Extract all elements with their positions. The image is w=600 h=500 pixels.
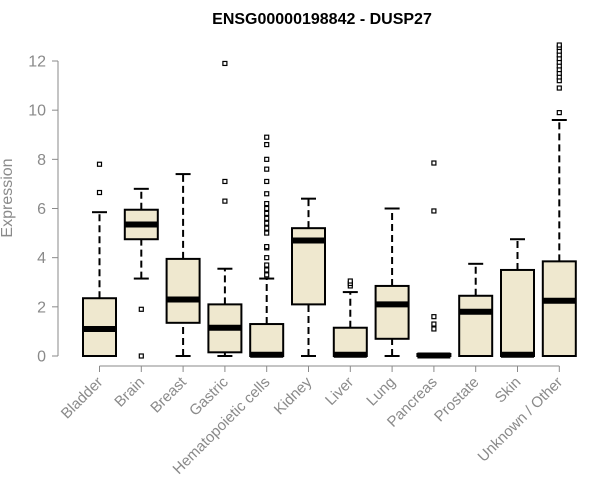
outlier-point [264, 244, 270, 250]
box-iqr [500, 268, 535, 358]
x-tick-label: Bladder [58, 374, 107, 423]
box-skin [500, 238, 535, 358]
y-tick-label: 10 [28, 103, 46, 120]
outlier-point [222, 198, 228, 204]
outlier-point [96, 161, 103, 167]
outlier-point [431, 160, 437, 166]
outlier-point [222, 178, 228, 185]
box-iqr [165, 257, 201, 324]
outlier-point [264, 156, 270, 162]
outlier-point [138, 306, 144, 312]
box-iqr [332, 326, 368, 357]
box-prostate [458, 262, 494, 358]
x-tick-label: Liver [322, 374, 357, 409]
outlier-point [264, 230, 270, 236]
box-iqr [374, 284, 410, 340]
outlier-point [264, 220, 270, 226]
outlier-point [264, 255, 270, 261]
y-tick-label: 8 [37, 152, 46, 169]
x-tick-label: Lung [363, 374, 399, 410]
y-tick-label: 6 [37, 201, 46, 218]
x-tick-label: Breast [147, 373, 190, 416]
y-tick-label: 12 [28, 54, 46, 71]
x-tick-label: Brain [111, 374, 148, 411]
outlier-point [556, 42, 562, 48]
outlier-point [264, 272, 270, 278]
outlier-point [431, 326, 437, 332]
box-kidney [291, 197, 326, 357]
y-tick-label: 4 [37, 250, 46, 267]
outlier-point [264, 178, 270, 185]
box-breast [165, 173, 201, 357]
outlier-point [264, 205, 270, 212]
outlier-point [264, 210, 270, 217]
box-iqr [541, 260, 577, 357]
x-tick-label: Kidney [271, 373, 316, 418]
outlier-point [264, 215, 270, 221]
outlier-point [556, 110, 562, 116]
outlier-point [264, 267, 270, 273]
box-gastric [207, 60, 243, 357]
outlier-point [264, 200, 270, 207]
y-axis-label: Expression [0, 158, 16, 237]
outlier-point [431, 314, 437, 320]
outlier-point [264, 141, 270, 148]
box-bladder [82, 161, 117, 357]
outlier-point [264, 166, 270, 172]
box-iqr [458, 294, 494, 358]
outlier-point [431, 208, 437, 214]
outlier-point [96, 189, 103, 196]
y-axis: 0 2 4 6 8 10 12 [28, 54, 59, 366]
box-pancreas [416, 160, 452, 359]
box-unknown-other [541, 42, 577, 357]
outlier-point [264, 134, 270, 140]
x-tick-label: Skin [492, 374, 525, 407]
box-hematopoietic-cells [249, 134, 285, 358]
outlier-point [138, 353, 144, 359]
outlier-point [264, 225, 270, 231]
outlier-point [431, 321, 437, 327]
outlier-point [222, 60, 228, 67]
x-tick-label: Prostate [431, 374, 483, 426]
y-tick-label: 2 [37, 299, 46, 316]
box-liver [332, 278, 368, 358]
box-brain [123, 187, 159, 359]
outlier-point [264, 262, 270, 268]
box-group [82, 42, 577, 359]
box-lung [374, 207, 410, 357]
outlier-point [264, 191, 270, 197]
chart-title: ENSG00000198842 - DUSP27 [212, 11, 432, 28]
y-tick-label: 0 [37, 349, 46, 366]
box-iqr [249, 323, 285, 357]
outlier-point [556, 85, 562, 91]
outlier-point [347, 278, 353, 284]
